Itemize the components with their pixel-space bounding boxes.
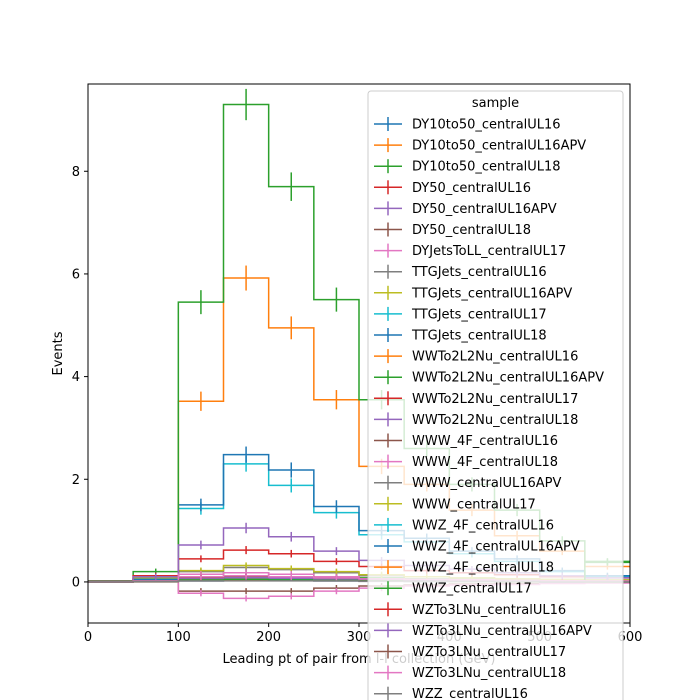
y-axis-label: Events <box>51 331 66 375</box>
y-tick-label: 2 <box>72 473 80 488</box>
legend-label: WWW_centralUL16APV <box>412 476 561 491</box>
legend-label: WWTo2L2Nu_centralUL17 <box>412 392 578 407</box>
legend-label: WZTo3LNu_centralUL18 <box>412 666 566 681</box>
x-tick-label: 0 <box>84 630 92 645</box>
legend: sample DY10to50_centralUL16DY10to50_cent… <box>367 90 624 700</box>
x-tick-label: 600 <box>618 630 643 645</box>
legend-label: WWW_centralUL17 <box>412 497 536 512</box>
legend-item: WZTo3LNu_centralUL18 <box>374 665 566 681</box>
legend-item: TTGJets_centralUL18 <box>374 328 547 344</box>
legend-item: DY50_centralUL16 <box>374 180 531 196</box>
legend-item: WZTo3LNu_centralUL16APV <box>374 623 592 639</box>
y-tick-label: 0 <box>72 575 80 590</box>
legend-item: WWZ_centralUL17 <box>374 581 532 597</box>
legend-label: DYJetsToLL_centralUL17 <box>412 244 566 259</box>
legend-label: WZTo3LNu_centralUL17 <box>412 645 566 660</box>
x-tick-label: 100 <box>166 630 191 645</box>
legend-item: TTGJets_centralUL16 <box>374 264 547 280</box>
legend-item: WWW_4F_centralUL18 <box>374 454 558 470</box>
legend-label: DY10to50_centralUL16 <box>412 118 561 133</box>
legend-label: DY10to50_centralUL18 <box>412 160 561 175</box>
legend-item: WWTo2L2Nu_centralUL18 <box>374 412 578 428</box>
legend-item: WWZ_4F_centralUL16APV <box>374 539 580 555</box>
legend-item: WWTo2L2Nu_centralUL16 <box>374 349 578 365</box>
legend-box <box>367 90 624 700</box>
legend-items: DY10to50_centralUL16 DY10to50_centralUL16… <box>374 117 604 700</box>
legend-label: WWW_4F_centralUL16 <box>412 434 558 449</box>
legend-label: WWW_4F_centralUL18 <box>412 455 558 470</box>
legend-item: WWW_4F_centralUL16 <box>374 433 558 449</box>
legend-label: WZTo3LNu_centralUL16 <box>412 603 566 618</box>
legend-label: WWTo2L2Nu_centralUL16 <box>412 350 578 365</box>
legend-item: DY10to50_centralUL16APV <box>374 138 586 154</box>
legend-label: WWTo2L2Nu_centralUL18 <box>412 413 578 428</box>
legend-item: WZTo3LNu_centralUL16 <box>374 602 566 618</box>
legend-item: WWTo2L2Nu_centralUL17 <box>374 391 578 407</box>
legend-label: WWZ_4F_centralUL16 <box>412 518 554 533</box>
y-tick-label: 8 <box>72 165 80 180</box>
legend-label: TTGJets_centralUL17 <box>411 307 547 322</box>
legend-item: WWW_centralUL17 <box>374 496 536 512</box>
legend-label: TTGJets_centralUL16APV <box>411 286 572 301</box>
legend-label: WWZ_centralUL17 <box>412 582 532 597</box>
legend-item: DY10to50_centralUL16 <box>374 117 561 133</box>
legend-label: WWZ_4F_centralUL16APV <box>412 540 580 555</box>
legend-label: WWTo2L2Nu_centralUL16APV <box>412 371 604 386</box>
legend-title: sample <box>472 96 519 111</box>
legend-item: WWTo2L2Nu_centralUL16APV <box>374 370 604 386</box>
legend-item: WWZ_4F_centralUL16 <box>374 517 554 533</box>
legend-item: DY50_centralUL18 <box>374 222 531 238</box>
legend-label: TTGJets_centralUL18 <box>411 329 547 344</box>
x-tick-label: 300 <box>347 630 372 645</box>
legend-item: TTGJets_centralUL17 <box>374 306 547 322</box>
legend-label: WZZ_centralUL16 <box>412 687 528 700</box>
legend-label: DY50_centralUL16 <box>412 181 531 196</box>
legend-label: DY50_centralUL18 <box>412 223 531 238</box>
legend-item: WZTo3LNu_centralUL17 <box>374 644 566 660</box>
y-tick-label: 4 <box>72 370 80 385</box>
y-axis: 0 2 4 6 8 <box>72 165 88 590</box>
legend-item: DY10to50_centralUL18 <box>374 159 561 175</box>
legend-label: DY50_centralUL16APV <box>412 202 557 217</box>
legend-label: WZTo3LNu_centralUL16APV <box>412 624 592 639</box>
legend-item: TTGJets_centralUL16APV <box>374 285 572 301</box>
legend-label: DY10to50_centralUL16APV <box>412 139 586 154</box>
legend-item: WWZ_4F_centralUL18 <box>374 560 554 576</box>
legend-label: TTGJets_centralUL16 <box>411 265 547 280</box>
legend-item: WWW_centralUL16APV <box>374 475 561 491</box>
legend-item: DYJetsToLL_centralUL17 <box>374 243 566 259</box>
y-tick-label: 6 <box>72 267 80 282</box>
legend-item: DY50_centralUL16APV <box>374 201 557 217</box>
legend-item: WZZ_centralUL16 <box>374 686 528 700</box>
x-tick-label: 200 <box>256 630 281 645</box>
legend-label: WWZ_4F_centralUL18 <box>412 561 554 576</box>
